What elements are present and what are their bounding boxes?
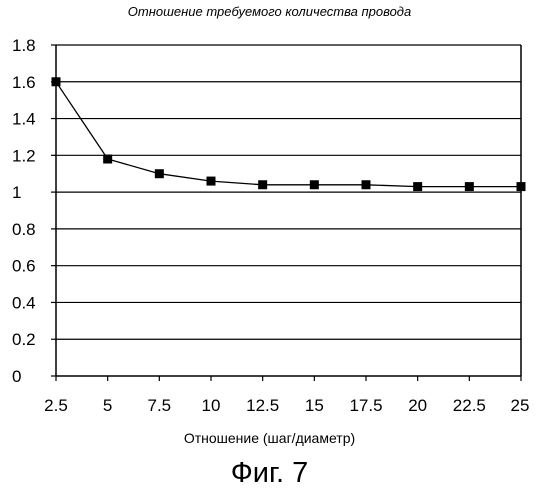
data-point (465, 182, 474, 191)
data-point (258, 180, 267, 189)
x-tick-label: 10 (202, 396, 221, 415)
data-point (517, 182, 526, 191)
y-tick-label: 1.8 (12, 36, 36, 55)
axes (51, 45, 521, 381)
y-tick-label: 1.2 (12, 146, 36, 165)
x-tick-label: 12.5 (246, 396, 279, 415)
x-tick-label: 22.5 (453, 396, 486, 415)
data-point (362, 180, 371, 189)
y-tick-label: 1 (12, 183, 21, 202)
data-points (52, 77, 526, 191)
x-tick-label: 7.5 (148, 396, 172, 415)
series-line-path (56, 82, 521, 187)
y-tick-label: 1.6 (12, 73, 36, 92)
y-tick-label: 0.8 (12, 220, 36, 239)
y-tick-label: 0.4 (12, 293, 36, 312)
y-tick-label: 1.4 (12, 110, 36, 129)
data-point (413, 182, 422, 191)
x-tick-labels: 2.5 5 7.5 10 12.5 15 17.5 20 22.5 25 (44, 396, 529, 415)
y-tick-label: 0 (12, 367, 21, 386)
data-point (310, 180, 319, 189)
y-tick-label: 0.6 (12, 257, 36, 276)
data-point (155, 169, 164, 178)
series-line (56, 82, 521, 187)
figure-caption: Фиг. 7 (0, 453, 539, 493)
x-tick-label: 2.5 (44, 396, 68, 415)
y-tick-label: 0.2 (12, 330, 36, 349)
x-tick-label: 5 (103, 396, 112, 415)
y-tick-labels: 0 0.2 0.4 0.6 0.8 1 1.2 1.4 1.6 1.8 (12, 36, 36, 386)
x-tick-label: 17.5 (349, 396, 382, 415)
data-point (207, 177, 216, 186)
x-axis-label: Отношение (шаг/диаметр) (0, 428, 539, 448)
grid-lines (56, 45, 521, 339)
data-point (52, 77, 61, 86)
x-tick-label: 15 (305, 396, 324, 415)
data-point (103, 155, 112, 164)
x-tick-label: 25 (511, 396, 530, 415)
x-tick-label: 20 (408, 396, 427, 415)
